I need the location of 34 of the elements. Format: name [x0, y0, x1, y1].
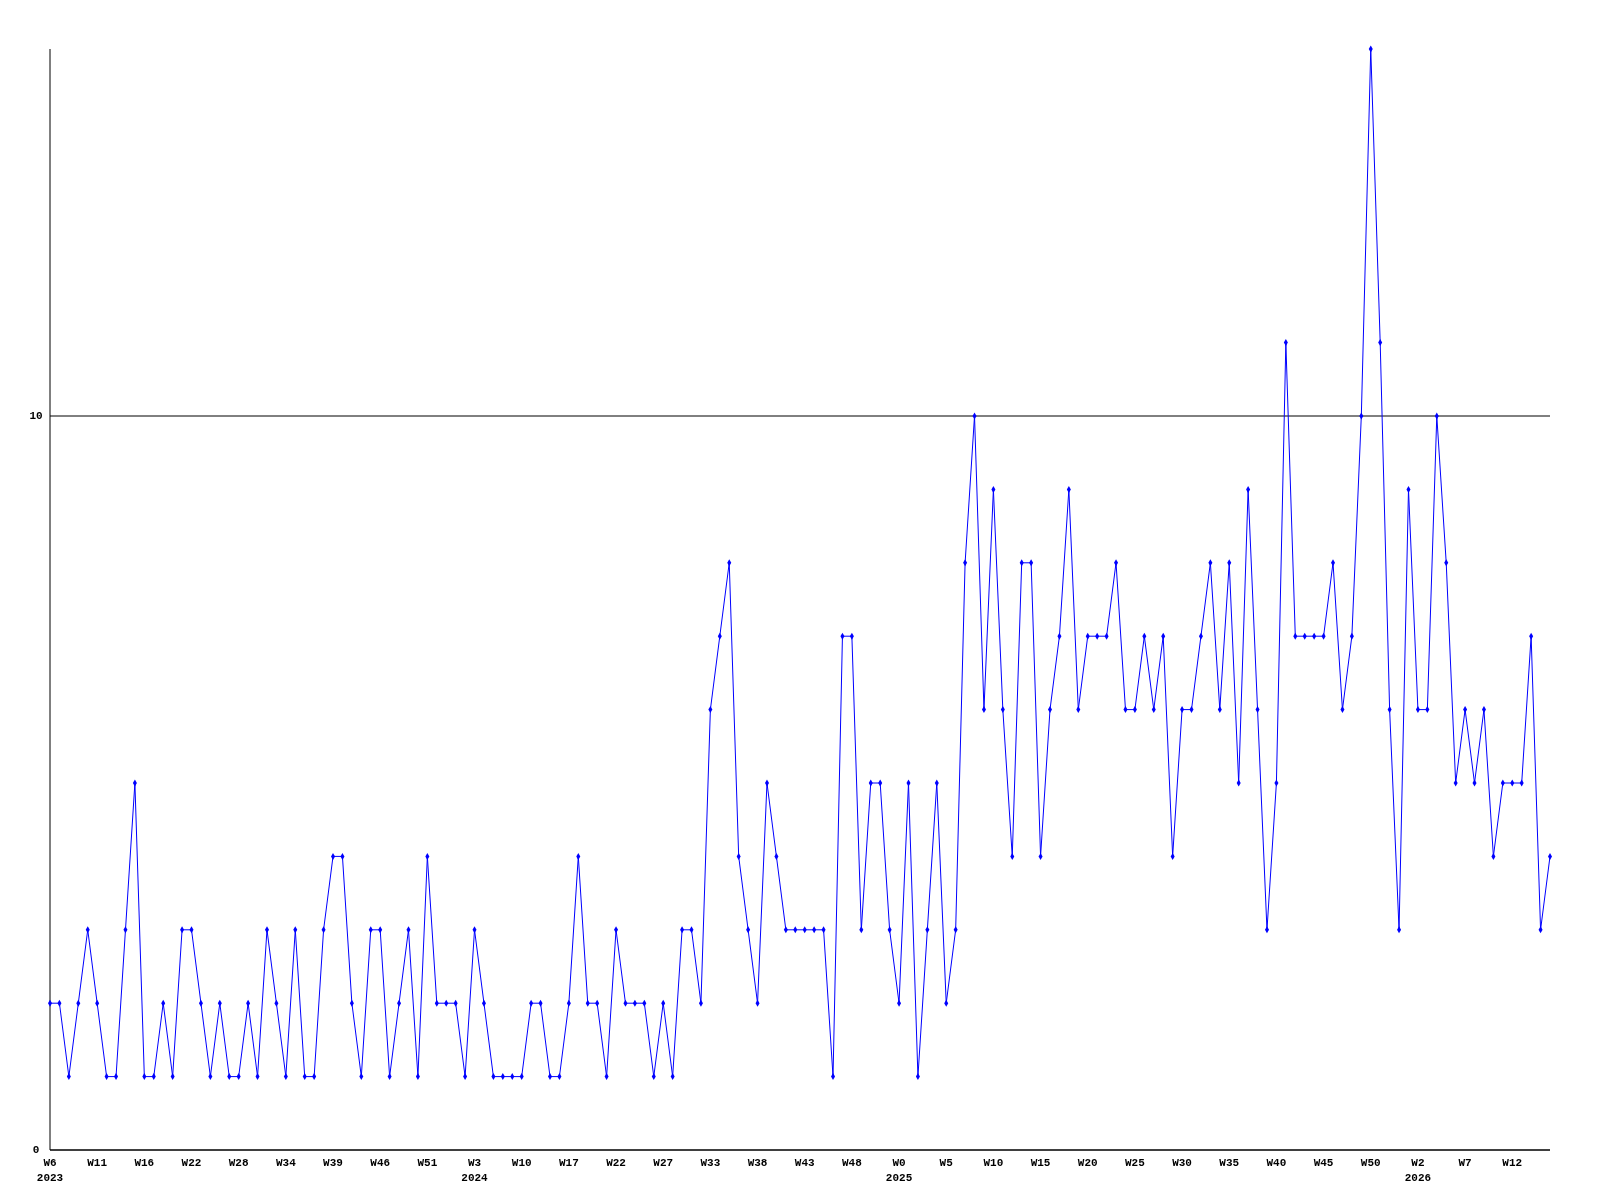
x-tick-label: W22 — [606, 1157, 626, 1169]
x-tick-label: W17 — [558, 1157, 579, 1169]
x-tick-label: W51 — [417, 1157, 438, 1169]
x-tick-label: W0 2025 — [885, 1157, 913, 1184]
x-tick-label: W16 — [134, 1157, 155, 1169]
y-tick-label: 10 — [29, 409, 43, 422]
x-tick-label: W28 — [228, 1157, 249, 1169]
x-tick-label: W34 — [275, 1157, 297, 1169]
x-tick-label: W45 — [1313, 1157, 1334, 1169]
x-tick-label: W30 — [1172, 1157, 1192, 1169]
x-tick-label: W2 2026 — [1404, 1157, 1432, 1184]
x-tick-label: W10 — [983, 1157, 1004, 1169]
x-tick-label: W11 — [87, 1157, 108, 1169]
x-tick-label: W33 — [700, 1157, 721, 1169]
x-tick-label: W7 — [1458, 1157, 1472, 1169]
x-tick-label: W48 — [841, 1157, 863, 1169]
x-tick-label: W46 — [370, 1157, 391, 1169]
x-tick-label: W6 2023 — [36, 1157, 64, 1184]
y-tick-label: 0 — [32, 1143, 40, 1156]
x-tick-label: W27 — [653, 1157, 674, 1169]
x-tick-label: W43 — [794, 1157, 816, 1169]
x-tick-label: W38 — [747, 1157, 768, 1169]
x-tick-label: W10 — [511, 1157, 532, 1169]
x-tick-label: W40 — [1266, 1157, 1287, 1169]
x-tick-label: W35 — [1219, 1157, 1240, 1169]
x-tick-label: W50 — [1360, 1157, 1381, 1169]
x-tick-label: W15 — [1030, 1157, 1051, 1169]
x-tick-label: W5 — [939, 1157, 954, 1169]
x-tick-label: W3 2024 — [461, 1157, 489, 1184]
x-tick-label: W25 — [1125, 1157, 1146, 1169]
x-tick-label: W20 — [1077, 1157, 1098, 1169]
x-tick-label: W39 — [323, 1157, 343, 1169]
x-tick-label: W12 — [1502, 1157, 1523, 1169]
x-tick-label: W22 — [181, 1157, 202, 1169]
